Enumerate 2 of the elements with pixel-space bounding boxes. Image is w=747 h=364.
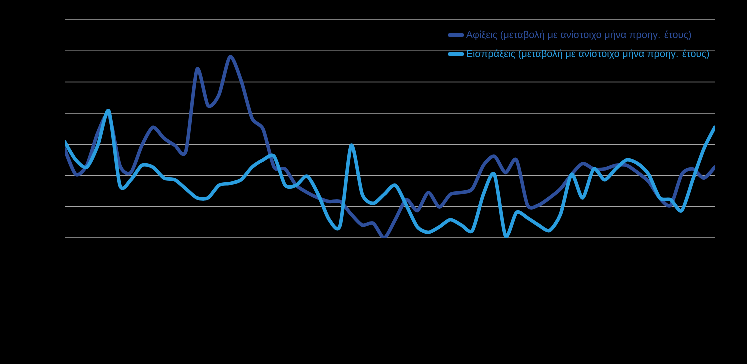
legend-label: Αφίξεις (μεταβολή με ανίστοιχο μήνα προηγ. έτους) bbox=[466, 30, 692, 40]
legend-label: Εισπράξεις (μεταβολή με ανίστοιχο μήνα προηγ. έτους) bbox=[467, 50, 710, 60]
